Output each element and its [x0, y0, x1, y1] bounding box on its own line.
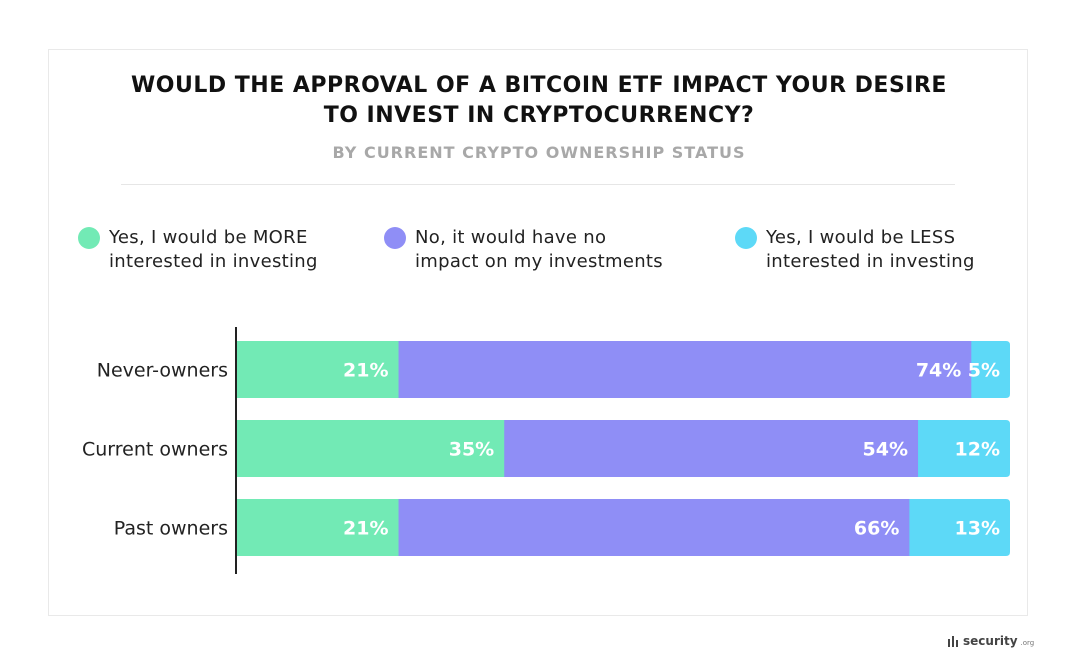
legend-swatch-less — [735, 227, 757, 249]
legend-label-more-line-1: Yes, I would be MORE — [109, 227, 308, 248]
bar-current-owners-less — [918, 420, 1010, 477]
legend-item-less: Yes, I would be LESS interested in inves… — [735, 226, 975, 274]
chart-title: WOULD THE APPROVAL OF A BITCOIN ETF IMPA… — [0, 71, 1078, 131]
legend-swatch-more — [78, 227, 100, 249]
category-label-past-owners: Past owners — [114, 518, 228, 540]
bar-past-owners-less — [909, 499, 1010, 556]
bar-past-owners-no-impact — [398, 499, 910, 556]
chart-title-line-1: WOULD THE APPROVAL OF A BITCOIN ETF IMPA… — [131, 73, 947, 98]
bar-never-owners-no-impact — [398, 341, 972, 398]
legend-label-no-impact-line-2: impact on my investments — [415, 251, 663, 272]
data-label-current-owners-more: 35% — [449, 439, 494, 461]
legend-swatch-no-impact — [384, 227, 406, 249]
brand-name: security — [963, 634, 1018, 648]
legend-label-more-line-2: interested in investing — [109, 251, 318, 272]
bar-current-owners-no-impact — [504, 420, 919, 477]
data-label-past-owners-more: 21% — [343, 518, 388, 540]
brand-suffix: .org — [1020, 639, 1035, 647]
data-label-never-owners-more: 21% — [343, 360, 388, 382]
legend-label-no-impact-line-1: No, it would have no — [415, 227, 607, 248]
data-label-never-owners-no-impact: 74% — [916, 360, 961, 382]
bar-never-owners-less — [971, 341, 1010, 398]
title-divider — [121, 184, 955, 185]
legend-label-less-line-1: Yes, I would be LESS — [766, 227, 956, 248]
data-label-current-owners-no-impact: 54% — [863, 439, 908, 461]
bar-current-owners-more — [236, 420, 505, 477]
chart-subtitle: BY CURRENT CRYPTO OWNERSHIP STATUS — [332, 143, 746, 162]
bar-never-owners-more — [236, 341, 400, 398]
data-label-current-owners-less: 12% — [955, 439, 1000, 461]
data-label-never-owners-less: 5% — [968, 360, 1000, 382]
data-label-past-owners-less: 13% — [955, 518, 1000, 540]
brand-logo: security .org — [948, 634, 1034, 648]
category-label-never-owners: Never-owners — [97, 360, 228, 382]
category-label-current-owners: Current owners — [82, 439, 228, 461]
bar-past-owners-more — [236, 499, 400, 556]
legend-label-less-line-2: interested in investing — [766, 251, 975, 272]
legend-item-no-impact: No, it would have no impact on my invest… — [384, 226, 663, 274]
legend-item-more: Yes, I would be MORE interested in inves… — [78, 226, 318, 274]
data-label-past-owners-no-impact: 66% — [854, 518, 899, 540]
logo-bars-icon — [948, 635, 958, 647]
chart-title-line-2: TO INVEST IN CRYPTOCURRENCY? — [323, 103, 755, 128]
